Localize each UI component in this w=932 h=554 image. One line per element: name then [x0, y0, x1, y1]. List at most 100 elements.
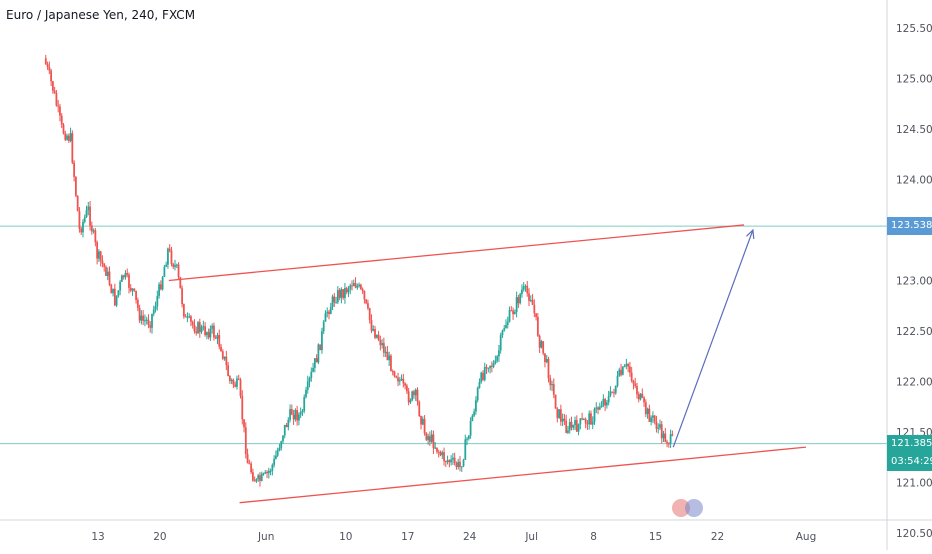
- candle-body: [303, 396, 306, 412]
- candle-body: [618, 369, 621, 377]
- candle-body: [60, 115, 63, 125]
- candle-body: [625, 363, 628, 367]
- candle-body: [296, 410, 299, 421]
- candle-body: [124, 273, 127, 278]
- candle-body: [639, 393, 642, 400]
- candle-body: [374, 328, 376, 338]
- candle-body: [510, 310, 513, 312]
- candle-body: [561, 418, 564, 422]
- candle-body: [400, 378, 403, 381]
- candle-body: [255, 478, 258, 482]
- candle-body: [340, 289, 343, 298]
- candle-body: [292, 414, 295, 420]
- candle-body: [273, 458, 276, 465]
- candle-body: [607, 395, 610, 403]
- candle-body: [237, 378, 240, 380]
- candle-body: [177, 264, 180, 278]
- candle-body: [167, 248, 169, 265]
- candle-body: [228, 376, 231, 381]
- candle-body: [455, 462, 458, 468]
- x-tick-label: 13: [91, 531, 104, 543]
- candle-body: [515, 297, 518, 313]
- candle-body: [535, 313, 537, 317]
- y-tick-label: 120.500: [896, 528, 932, 540]
- candle-body: [414, 389, 417, 396]
- candle-body: [498, 350, 500, 357]
- candle-body: [620, 369, 622, 375]
- candle-body: [191, 321, 194, 325]
- resistance-price-tag: 123.538: [887, 217, 932, 236]
- candle-body: [565, 420, 568, 433]
- candle-body: [538, 335, 541, 348]
- candle-body: [452, 457, 454, 460]
- candle-body: [89, 206, 91, 226]
- candle-body: [621, 366, 624, 375]
- candle-body: [243, 419, 245, 428]
- current-price-tag: 121.385: [887, 434, 932, 453]
- candle-body: [397, 377, 399, 382]
- candle-body: [570, 422, 573, 428]
- candle-body: [46, 64, 49, 67]
- candle-body: [446, 460, 449, 462]
- watermark-logo: [672, 499, 703, 517]
- candle-body: [354, 283, 357, 288]
- candle-body: [363, 290, 366, 300]
- candle-body: [528, 293, 530, 301]
- candle-body: [298, 414, 300, 421]
- candle-body: [512, 310, 514, 315]
- candle-body: [112, 288, 114, 294]
- candle-body: [439, 452, 442, 456]
- candle-body: [57, 105, 60, 107]
- candle-body: [604, 399, 607, 406]
- candle-body: [671, 434, 674, 436]
- candle-body: [78, 211, 81, 229]
- y-tick-label: 124.500: [896, 124, 932, 136]
- candle-body: [315, 358, 318, 363]
- candle-body: [499, 335, 502, 351]
- candle-body: [290, 409, 293, 415]
- candle-body: [105, 266, 107, 276]
- candle-body: [549, 378, 552, 386]
- candle-body: [85, 210, 88, 218]
- candle-body: [147, 319, 150, 325]
- candle-body: [69, 133, 72, 141]
- candle-body: [377, 334, 380, 340]
- candle-body: [285, 424, 288, 428]
- lower-trendline: [239, 446, 807, 504]
- candle-body: [94, 230, 97, 243]
- candle-body: [317, 344, 320, 363]
- y-tick-label: 122.500: [896, 326, 932, 338]
- candle-body: [260, 473, 263, 481]
- candle-body: [96, 242, 99, 259]
- x-tick-label: Jul: [524, 531, 538, 543]
- candle-body: [630, 372, 633, 382]
- candle-body: [204, 326, 206, 336]
- candle-body: [590, 413, 592, 425]
- candle-body: [365, 299, 368, 304]
- y-tick-label: 121.000: [896, 478, 932, 490]
- candle-body: [480, 372, 483, 383]
- candle-body: [244, 427, 247, 455]
- candle-body: [310, 371, 313, 378]
- candle-body: [469, 420, 472, 436]
- candle-body: [50, 70, 53, 82]
- candle-body: [459, 461, 461, 467]
- candle-body: [418, 401, 421, 417]
- candles-layer: [44, 54, 674, 487]
- candle-body: [331, 296, 334, 308]
- candle-body: [405, 385, 408, 392]
- candle-body: [108, 271, 111, 285]
- candle-body: [544, 353, 546, 363]
- candle-body: [80, 228, 83, 233]
- candle-body: [428, 436, 431, 442]
- candle-body: [344, 288, 346, 298]
- candle-body: [567, 430, 569, 433]
- x-tick-label: Aug: [796, 531, 817, 543]
- candle-body: [122, 275, 125, 278]
- candle-body: [644, 402, 647, 415]
- candle-body: [382, 343, 385, 353]
- candle-body: [324, 313, 327, 322]
- candle-body: [409, 400, 412, 403]
